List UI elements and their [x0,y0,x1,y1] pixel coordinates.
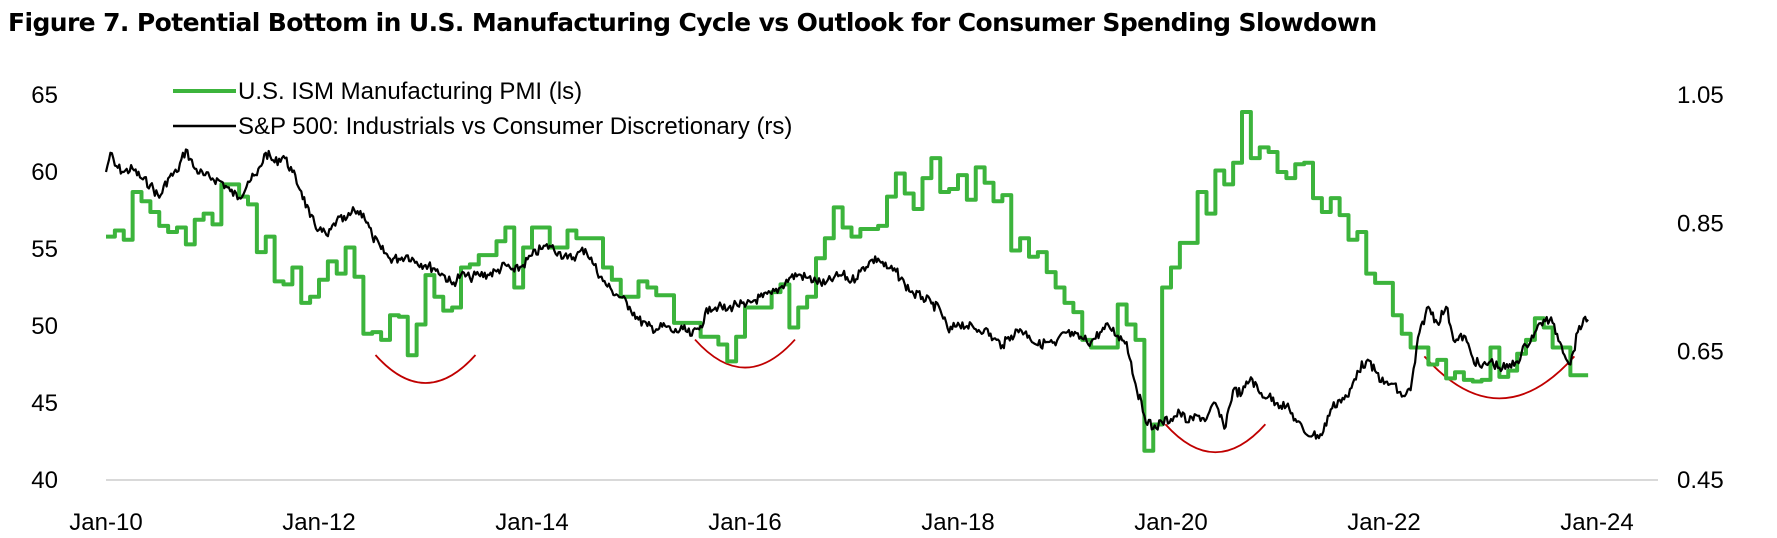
left-axis-tick-label: 50 [31,313,58,340]
x-axis-tick-label: Jan-16 [708,509,781,536]
x-axis-tick-label: Jan-22 [1347,509,1420,536]
x-axis-tick-label: Jan-12 [282,509,355,536]
x-axis-ticks: Jan-10 Jan-12 Jan-14 Jan-16 Jan-18 Jan-20 Jan-… [69,509,1633,536]
trough-arc-annotation [694,338,796,369]
x-axis-tick-label: Jan-18 [921,509,994,536]
right-axis-ticks: 0.45 0.65 0.85 1.05 [1677,82,1724,494]
right-axis-tick-label: 1.05 [1677,82,1724,109]
x-axis-tick-label: Jan-24 [1560,509,1633,536]
x-axis-tick-label: Jan-20 [1134,509,1207,536]
trough-arc-annotation [374,354,477,384]
left-axis-tick-label: 40 [31,467,58,494]
x-axis-tick-label: Jan-14 [495,509,568,536]
right-axis-tick-label: 0.65 [1677,339,1724,366]
series-line-pmi [106,109,1589,453]
left-axis-tick-label: 45 [31,390,58,417]
trough-arc-annotation [1423,355,1576,400]
left-axis-tick-label: 60 [31,159,58,186]
legend: U.S. ISM Manufacturing PMI (ls) S&P 500:… [173,78,792,140]
legend-label-pmi: U.S. ISM Manufacturing PMI (ls) [238,78,582,105]
trough-arc-annotation [1164,423,1267,454]
annotations-layer [374,338,1576,454]
x-axis-tick-label: Jan-10 [69,509,142,536]
chart-title: Figure 7. Potential Bottom in U.S. Manuf… [8,8,1377,37]
left-axis-tick-label: 65 [31,82,58,109]
left-axis-tick-label: 55 [31,236,58,263]
left-axis-ticks: 40 45 50 55 60 65 [31,82,58,494]
right-axis-tick-label: 0.45 [1677,467,1724,494]
series-layer [104,109,1589,453]
series-line-ratio [104,148,1589,440]
right-axis-tick-label: 0.85 [1677,210,1724,237]
legend-label-ratio: S&P 500: Industrials vs Consumer Discret… [238,113,792,140]
